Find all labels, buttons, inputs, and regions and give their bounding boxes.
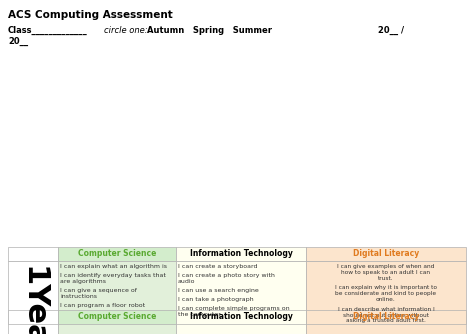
Text: I can give examples of when and
how to speak to an adult I can
trust.: I can give examples of when and how to s… — [337, 264, 435, 281]
Bar — [8, 310, 58, 324]
Text: ACS Computing Assessment: ACS Computing Assessment — [8, 10, 173, 20]
Text: I can describe what information I
should not put online without
asking a trusted: I can describe what information I should… — [337, 307, 434, 323]
Bar — [8, 261, 58, 334]
Bar — [176, 247, 306, 261]
Text: I can explain what an algorithm is: I can explain what an algorithm is — [60, 264, 167, 269]
Text: I can explain why it is important to
be considerate and kind to people
online.: I can explain why it is important to be … — [335, 285, 437, 302]
Text: I can use a search engine: I can use a search engine — [178, 288, 259, 293]
Text: I can create a photo story with
audio: I can create a photo story with audio — [178, 273, 275, 284]
Text: circle one:: circle one: — [104, 26, 147, 35]
Text: 20__: 20__ — [8, 37, 28, 46]
Text: Information Technology: Information Technology — [190, 249, 292, 258]
Text: 1Year: 1Year — [18, 266, 47, 334]
Bar — [176, 310, 306, 324]
Bar — [176, 261, 306, 334]
Text: Computer Science: Computer Science — [78, 249, 156, 258]
Text: Digital Literacy: Digital Literacy — [353, 249, 419, 258]
Text: Information Technology: Information Technology — [190, 312, 292, 321]
Text: I can give a sequence of
instructions: I can give a sequence of instructions — [60, 288, 137, 299]
Bar — [306, 261, 466, 334]
Bar — [306, 310, 466, 324]
Text: Computer Science: Computer Science — [78, 312, 156, 321]
Text: Autumn   Spring   Summer: Autumn Spring Summer — [147, 26, 272, 35]
Text: I can create a storyboard: I can create a storyboard — [178, 264, 257, 269]
Bar — [58, 261, 176, 334]
Bar — [58, 247, 176, 261]
Text: 20__ /: 20__ / — [378, 26, 404, 35]
Text: I can program a floor robot: I can program a floor robot — [60, 303, 145, 308]
Bar — [8, 247, 58, 261]
Bar — [58, 310, 176, 324]
Text: I can identify everyday tasks that
are algorithms: I can identify everyday tasks that are a… — [60, 273, 166, 284]
Text: I can complete simple programs on
the computer: I can complete simple programs on the co… — [178, 306, 290, 317]
Text: I can take a photograph: I can take a photograph — [178, 297, 254, 302]
Bar — [306, 247, 466, 261]
Text: Class_____________: Class_____________ — [8, 26, 88, 35]
Text: Digital Literacy: Digital Literacy — [353, 312, 419, 321]
